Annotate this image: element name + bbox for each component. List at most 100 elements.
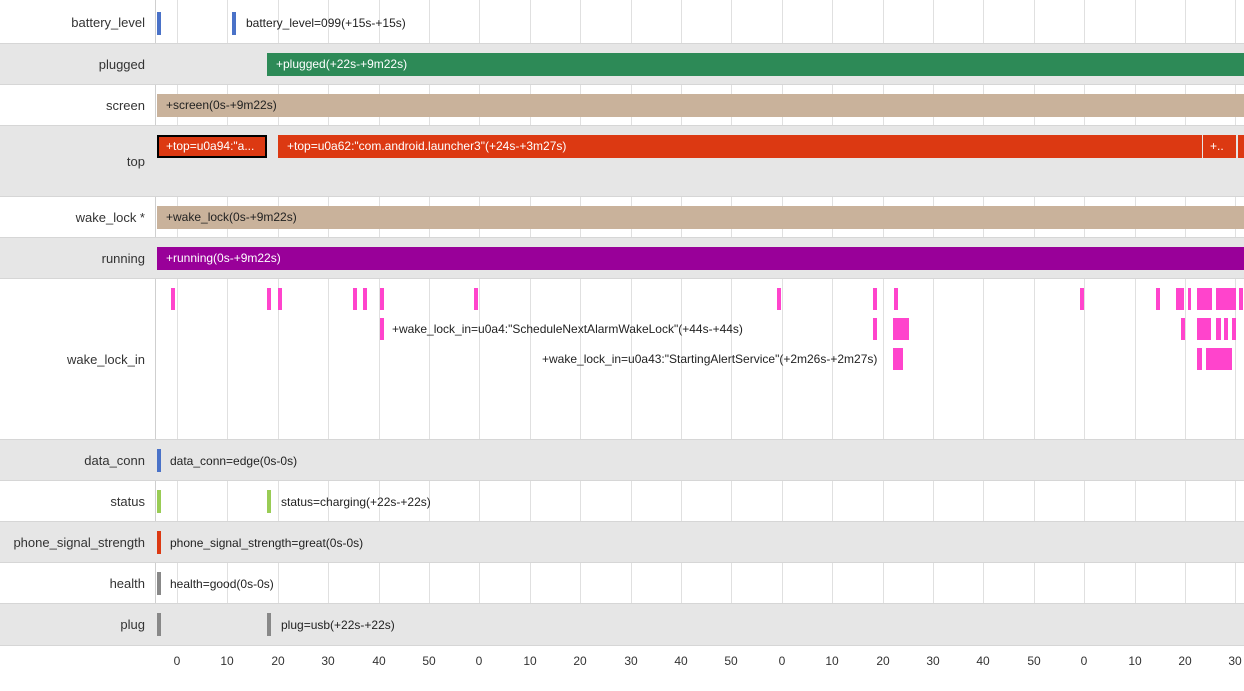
axis-tick-label: 20 — [271, 654, 285, 668]
gridline — [1084, 0, 1085, 646]
wake-lock-in-event[interactable] — [1156, 288, 1160, 310]
wake-lock-in-event[interactable] — [1232, 318, 1236, 340]
status-tick[interactable] — [267, 490, 271, 513]
axis-tick-label: 50 — [422, 654, 436, 668]
wake-lock-in-event[interactable] — [278, 288, 282, 310]
top-bar-tail[interactable] — [1238, 135, 1244, 158]
wake-lock-in-event[interactable] — [363, 288, 367, 310]
wake-lock-in-event[interactable] — [1197, 318, 1211, 340]
gridline — [1034, 0, 1035, 646]
row-wake-lock — [0, 197, 1244, 238]
wake-lock-in-event[interactable] — [1206, 348, 1232, 370]
row-plug — [0, 604, 1244, 646]
wake-lock-in-event[interactable] — [777, 288, 781, 310]
gridline — [227, 0, 228, 646]
row-label-plugged: plugged — [98, 57, 145, 72]
battery-level-tick[interactable] — [232, 12, 236, 35]
gridline — [782, 0, 783, 646]
wake-lock-in-event[interactable] — [894, 288, 898, 310]
wake-lock-in-event[interactable] — [353, 288, 357, 310]
wake-lock-in-event[interactable] — [1176, 288, 1184, 310]
gridline — [1135, 0, 1136, 646]
battery-level-tick[interactable] — [157, 12, 161, 35]
axis-tick-label: 20 — [573, 654, 587, 668]
row-wake-lock-in — [0, 279, 1244, 440]
wake-lock-in-event[interactable] — [171, 288, 175, 310]
wake-lock-in-event[interactable] — [1181, 318, 1185, 340]
row-label-health: health — [109, 576, 145, 591]
axis-tick-label: 30 — [926, 654, 940, 668]
axis-tick-label: 0 — [475, 654, 483, 668]
row-label-phone-signal-strength: phone_signal_strength — [13, 535, 145, 550]
axis-tick-label: 10 — [1128, 654, 1142, 668]
wake-lock-in-event[interactable] — [1216, 318, 1221, 340]
axis-tick-label: 50 — [1027, 654, 1041, 668]
top-bar-other[interactable]: +.. — [1203, 135, 1236, 158]
plug-tick[interactable] — [157, 613, 161, 636]
running-bar[interactable]: +running(0s-+9m22s) — [157, 247, 1244, 270]
phone-signal-strength-value: phone_signal_strength=great(0s-0s) — [170, 536, 364, 550]
wake-lock-in-event[interactable] — [1197, 288, 1212, 310]
gridline — [883, 0, 884, 646]
gridline — [379, 0, 380, 646]
row-health — [0, 563, 1244, 604]
wake-lock-in-event[interactable] — [1224, 318, 1228, 340]
gridline — [328, 0, 329, 646]
gridline — [1185, 0, 1186, 646]
gridline — [530, 0, 531, 646]
health-value: health=good(0s-0s) — [170, 577, 274, 591]
gridline — [681, 0, 682, 646]
gridline — [832, 0, 833, 646]
axis-tick-label: 20 — [1178, 654, 1192, 668]
row-battery-level — [0, 0, 1244, 44]
data-conn-tick[interactable] — [157, 449, 161, 472]
plug-value: plug=usb(+22s-+22s) — [281, 618, 395, 632]
wake-lock-in-event[interactable] — [893, 318, 909, 340]
row-screen — [0, 85, 1244, 126]
wake-lock-in-annotation-schedule-alarm: +wake_lock_in=u0a4:"ScheduleNextAlarmWak… — [392, 322, 743, 336]
row-label-wake-lock: wake_lock * — [75, 210, 145, 225]
axis-tick-label: 40 — [976, 654, 990, 668]
row-label-data-conn: data_conn — [84, 453, 145, 468]
plugged-bar[interactable]: +plugged(+22s-+9m22s) — [267, 53, 1244, 76]
wake-lock-in-event[interactable] — [1216, 288, 1236, 310]
wake-lock-in-event[interactable] — [873, 288, 877, 310]
wake-lock-in-event[interactable] — [893, 348, 903, 370]
top-bar-launcher[interactable]: +top=u0a62:"com.android.launcher3"(+24s-… — [278, 135, 1202, 158]
plug-tick[interactable] — [267, 613, 271, 636]
health-tick[interactable] — [157, 572, 161, 595]
wake-lock-in-event[interactable] — [1197, 348, 1202, 370]
wake-lock-in-event[interactable] — [1239, 288, 1243, 310]
row-label-screen: screen — [105, 98, 145, 113]
plot-left-edge — [155, 0, 156, 646]
battery-level-value: battery_level=099(+15s-+15s) — [246, 16, 406, 30]
screen-bar[interactable]: +screen(0s-+9m22s) — [157, 94, 1244, 117]
wake-lock-in-event[interactable] — [1188, 288, 1191, 310]
data-conn-value: data_conn=edge(0s-0s) — [170, 454, 298, 468]
row-label-top: top — [126, 154, 145, 169]
gridline — [479, 0, 480, 646]
axis-tick-label: 20 — [876, 654, 890, 668]
top-bar-app[interactable]: +top=u0a94:"a... — [157, 135, 267, 158]
status-tick[interactable] — [157, 490, 161, 513]
wake-lock-in-event[interactable] — [1080, 288, 1084, 310]
row-status — [0, 481, 1244, 522]
wake-lock-in-event[interactable] — [380, 288, 384, 310]
gridline — [580, 0, 581, 646]
row-label-battery-level: battery_level — [71, 15, 145, 30]
axis-tick-label: 10 — [825, 654, 839, 668]
axis-tick-label: 50 — [724, 654, 738, 668]
axis-tick-label: 0 — [778, 654, 786, 668]
row-label-plug: plug — [120, 617, 145, 632]
gridline — [177, 0, 178, 646]
phone-signal-strength-tick[interactable] — [157, 531, 161, 554]
wake-lock-in-event[interactable] — [873, 318, 877, 340]
gridline — [983, 0, 984, 646]
wake-lock-in-event[interactable] — [474, 288, 478, 310]
row-phone-signal-strength — [0, 522, 1244, 563]
wake-lock-in-event[interactable] — [380, 318, 384, 340]
wake-lock-in-event[interactable] — [267, 288, 271, 310]
wake-lock-bar[interactable]: +wake_lock(0s-+9m22s) — [157, 206, 1244, 229]
gridline — [429, 0, 430, 646]
